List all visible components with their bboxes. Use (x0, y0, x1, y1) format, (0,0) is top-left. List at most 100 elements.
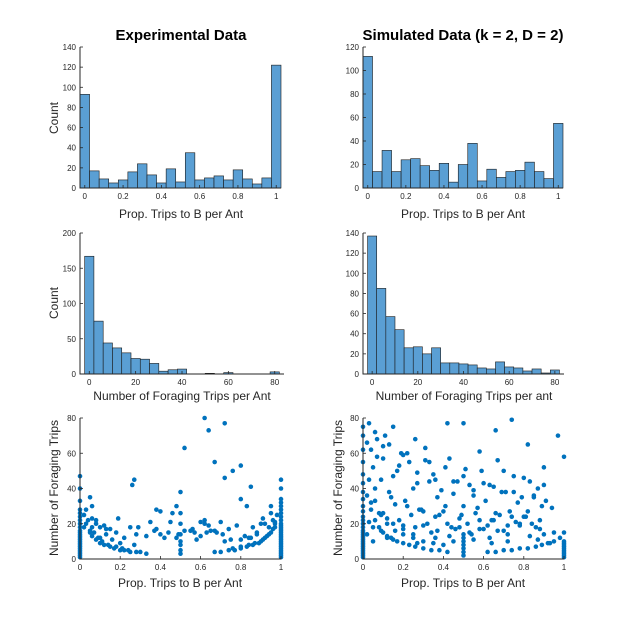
scatter-point (410, 486, 416, 491)
y-tick-label: 140 (346, 229, 360, 238)
scatter-point (101, 542, 107, 548)
x-tick-label: 0.6 (194, 192, 206, 201)
histogram-bar (419, 165, 430, 189)
histogram-bar (146, 174, 157, 189)
scatter-point (188, 528, 193, 534)
y-tick-label: 20 (350, 350, 359, 359)
plot-marks (77, 415, 284, 560)
scatter-point (87, 495, 93, 500)
scatter-point (471, 487, 476, 493)
histogram-bar (251, 183, 263, 189)
scatter-point (204, 530, 209, 535)
scatter-point (278, 486, 284, 491)
histogram-bar (223, 179, 234, 189)
panel-exp-scatter: Prop. Trips to B per Ant Number of Forag… (47, 414, 284, 590)
histogram-bar (167, 369, 178, 375)
histogram-bar (98, 178, 110, 189)
scatter-point (437, 512, 442, 518)
scatter-point (410, 532, 416, 537)
scatter-point (447, 456, 452, 461)
scatter-point (374, 436, 380, 442)
y-tick-label: 80 (67, 103, 76, 112)
scatter-point (212, 549, 217, 555)
scatter-point (519, 495, 525, 500)
scatter-point (410, 535, 416, 541)
scatter-point (119, 546, 125, 551)
histogram-bar (524, 161, 535, 189)
scatter-point (525, 442, 531, 447)
scatter-point (178, 521, 183, 527)
histogram-bar (400, 159, 411, 189)
scatter-point (394, 468, 400, 474)
histogram-bar (149, 363, 160, 375)
scatter-point (133, 549, 139, 555)
scatter-point (364, 532, 370, 537)
scatter-point (89, 533, 95, 539)
scatter-point (443, 465, 448, 470)
scatter-point (368, 447, 374, 453)
histogram-bar (362, 56, 373, 189)
scatter-point (238, 463, 244, 468)
y-tick-label: 150 (63, 264, 77, 273)
histogram-bar (429, 170, 440, 189)
plot-marks (360, 417, 567, 560)
scatter-point (451, 491, 456, 497)
scatter-point (551, 530, 557, 535)
scatter-point (465, 521, 470, 527)
scatter-point (400, 526, 406, 532)
scatter-point (258, 539, 264, 544)
scatter-point (457, 516, 462, 521)
scatter-point (412, 524, 418, 530)
histogram-bar (84, 255, 95, 375)
scatter-point (449, 524, 454, 530)
y-tick-label: 20 (67, 164, 76, 173)
scatter-point (121, 535, 127, 541)
y-tick-label: 60 (350, 114, 359, 123)
scatter-point (511, 473, 517, 479)
scatter-point (414, 470, 420, 475)
scatter-point (431, 472, 436, 477)
scatter-point (414, 480, 420, 486)
scatter-point (266, 524, 272, 530)
scatter-point (178, 489, 183, 495)
scatter-point (521, 514, 527, 519)
panel-sim-hist-trips: Number of Foraging Trips per ant 0 20 40 60… (346, 229, 564, 403)
scatter-point (529, 521, 535, 527)
y-axis-label: Number of Foraging Trips (47, 420, 61, 556)
scatter-point (549, 505, 555, 511)
scatter-point (402, 498, 408, 504)
y-tick-label: 40 (67, 144, 76, 153)
scatter-point (254, 532, 260, 537)
histogram-bar (108, 182, 119, 189)
scatter-point (493, 510, 498, 516)
scatter-point (206, 428, 211, 433)
scatter-point (278, 517, 284, 523)
scatter-point (158, 509, 163, 514)
scatter-point (174, 535, 179, 541)
x-tick-label: 0.6 (476, 192, 488, 201)
scatter-point (515, 500, 521, 505)
scatter-point (226, 547, 232, 553)
scatter-point (535, 486, 541, 491)
x-tick-label: 1 (274, 192, 279, 201)
x-tick-label: 40 (178, 378, 187, 387)
scatter-point (461, 535, 466, 541)
histogram-bar (394, 329, 405, 375)
scatter-point (138, 549, 143, 555)
scatter-point (93, 517, 99, 523)
y-tick-label: 120 (346, 43, 360, 52)
scatter-point (491, 484, 496, 490)
scatter-point (459, 512, 464, 518)
scatter-point (278, 510, 284, 516)
y-tick-label: 60 (67, 124, 76, 133)
y-tick-label: 40 (350, 330, 359, 339)
x-axis-label: Number of Foraging Trips per Ant (93, 389, 271, 403)
scatter-point (384, 521, 390, 527)
histogram-bar (543, 178, 554, 189)
histogram-bar (495, 361, 505, 375)
scatter-point (521, 475, 527, 481)
scatter-point (429, 530, 434, 535)
scatter-point (372, 429, 378, 435)
scatter-point (89, 503, 95, 509)
scatter-point (481, 480, 486, 486)
